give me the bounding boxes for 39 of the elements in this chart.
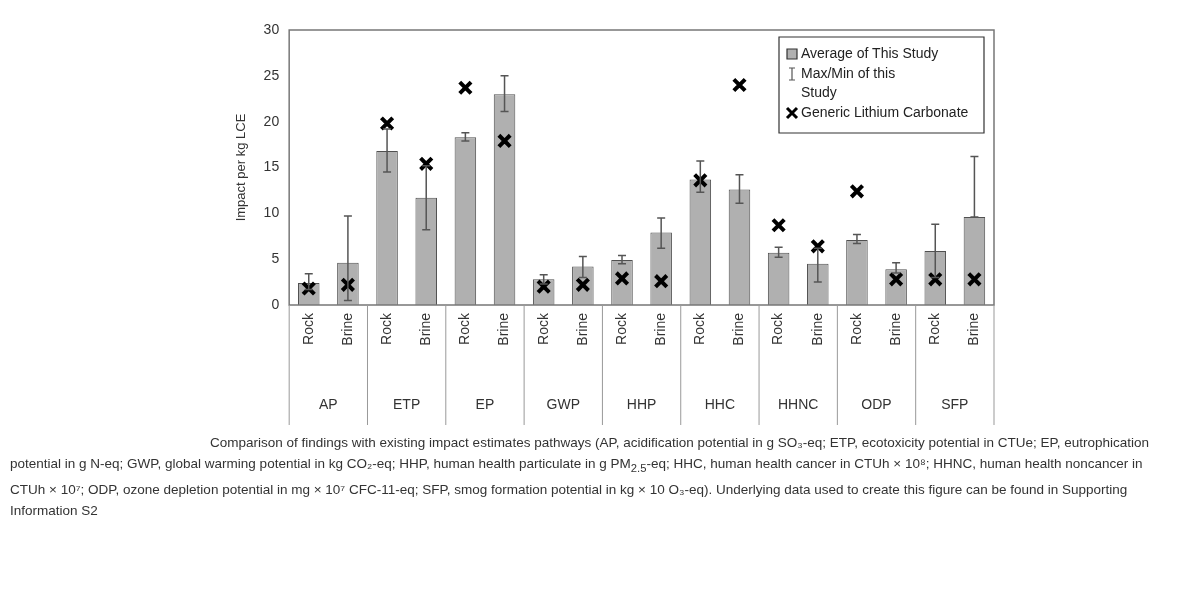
- x-tick-label: Brine: [965, 312, 982, 346]
- x-tick-label: Rock: [847, 312, 864, 345]
- x-tick-label: Rock: [377, 312, 394, 345]
- y-tick-label: 25: [263, 66, 280, 83]
- annotation: Max/Min of this Study: [801, 64, 896, 100]
- text: ETP: [393, 395, 421, 412]
- x-tick-label: Brine: [417, 312, 434, 346]
- y-tick-label: 5: [271, 250, 280, 267]
- legend-label: Generic Lithium Carbonate: [801, 103, 969, 120]
- x-tick-label: Rock: [691, 312, 708, 345]
- text: SFP: [941, 395, 969, 412]
- text: AP: [318, 395, 338, 412]
- x-tick-label: Rock: [534, 312, 551, 345]
- x-tick-label: Brine: [573, 312, 590, 346]
- text: HHC: [704, 395, 736, 412]
- x-tick-label: Rock: [769, 312, 786, 345]
- x-tick-label: Rock: [612, 312, 629, 345]
- x-tick-label: Brine: [338, 312, 355, 346]
- y-tick-label: 0: [271, 295, 280, 312]
- y-tick-label: 15: [263, 158, 280, 175]
- y-tick-label: 30: [263, 20, 280, 37]
- x-tick-label: Brine: [495, 312, 512, 346]
- x-tick-label: Rock: [299, 312, 316, 345]
- text: GWP: [546, 395, 580, 412]
- text: HHP: [626, 395, 657, 412]
- y-tick-label: 10: [263, 204, 280, 221]
- x-tick-label: Brine: [730, 312, 747, 346]
- legend-label: Average of This Study: [801, 44, 939, 61]
- text: ODP: [861, 395, 892, 412]
- x-tick-label: Rock: [926, 312, 943, 345]
- x-tick-label: Brine: [652, 312, 669, 346]
- x-tick-label: Rock: [456, 312, 473, 345]
- text: HHNC: [777, 395, 819, 412]
- y-tick-label: 20: [263, 112, 280, 129]
- x-tick-label: Brine: [886, 312, 903, 346]
- text: Comparison of findings with existing impact estimates pathways (AP, acidification potential in g SO₃-eq; ETP, ecotoxicity potential in CTUe; EP, eutrophication potential in g N-eq; GWP, global warming potential in kg CO₂-eq; HHP, human health particulate in g PM$_{2.5}$-eq; HHC, human health cancer in CTUh × 10⁸; HHNC, human health noncancer in CTUh × 10⁷; ODP, ozone depletion potential in mg × 10⁷ CFC-11-eq; SFP, smog formation potential in kg × 10 O₃-eq). Underlying data used to create this figure can be found in Supporting Information S2: [10, 434, 1150, 520]
- text: EP: [475, 395, 495, 412]
- x-tick-label: Brine: [808, 312, 825, 346]
- y-axis-title: Impact per kg LCE: [233, 113, 249, 222]
